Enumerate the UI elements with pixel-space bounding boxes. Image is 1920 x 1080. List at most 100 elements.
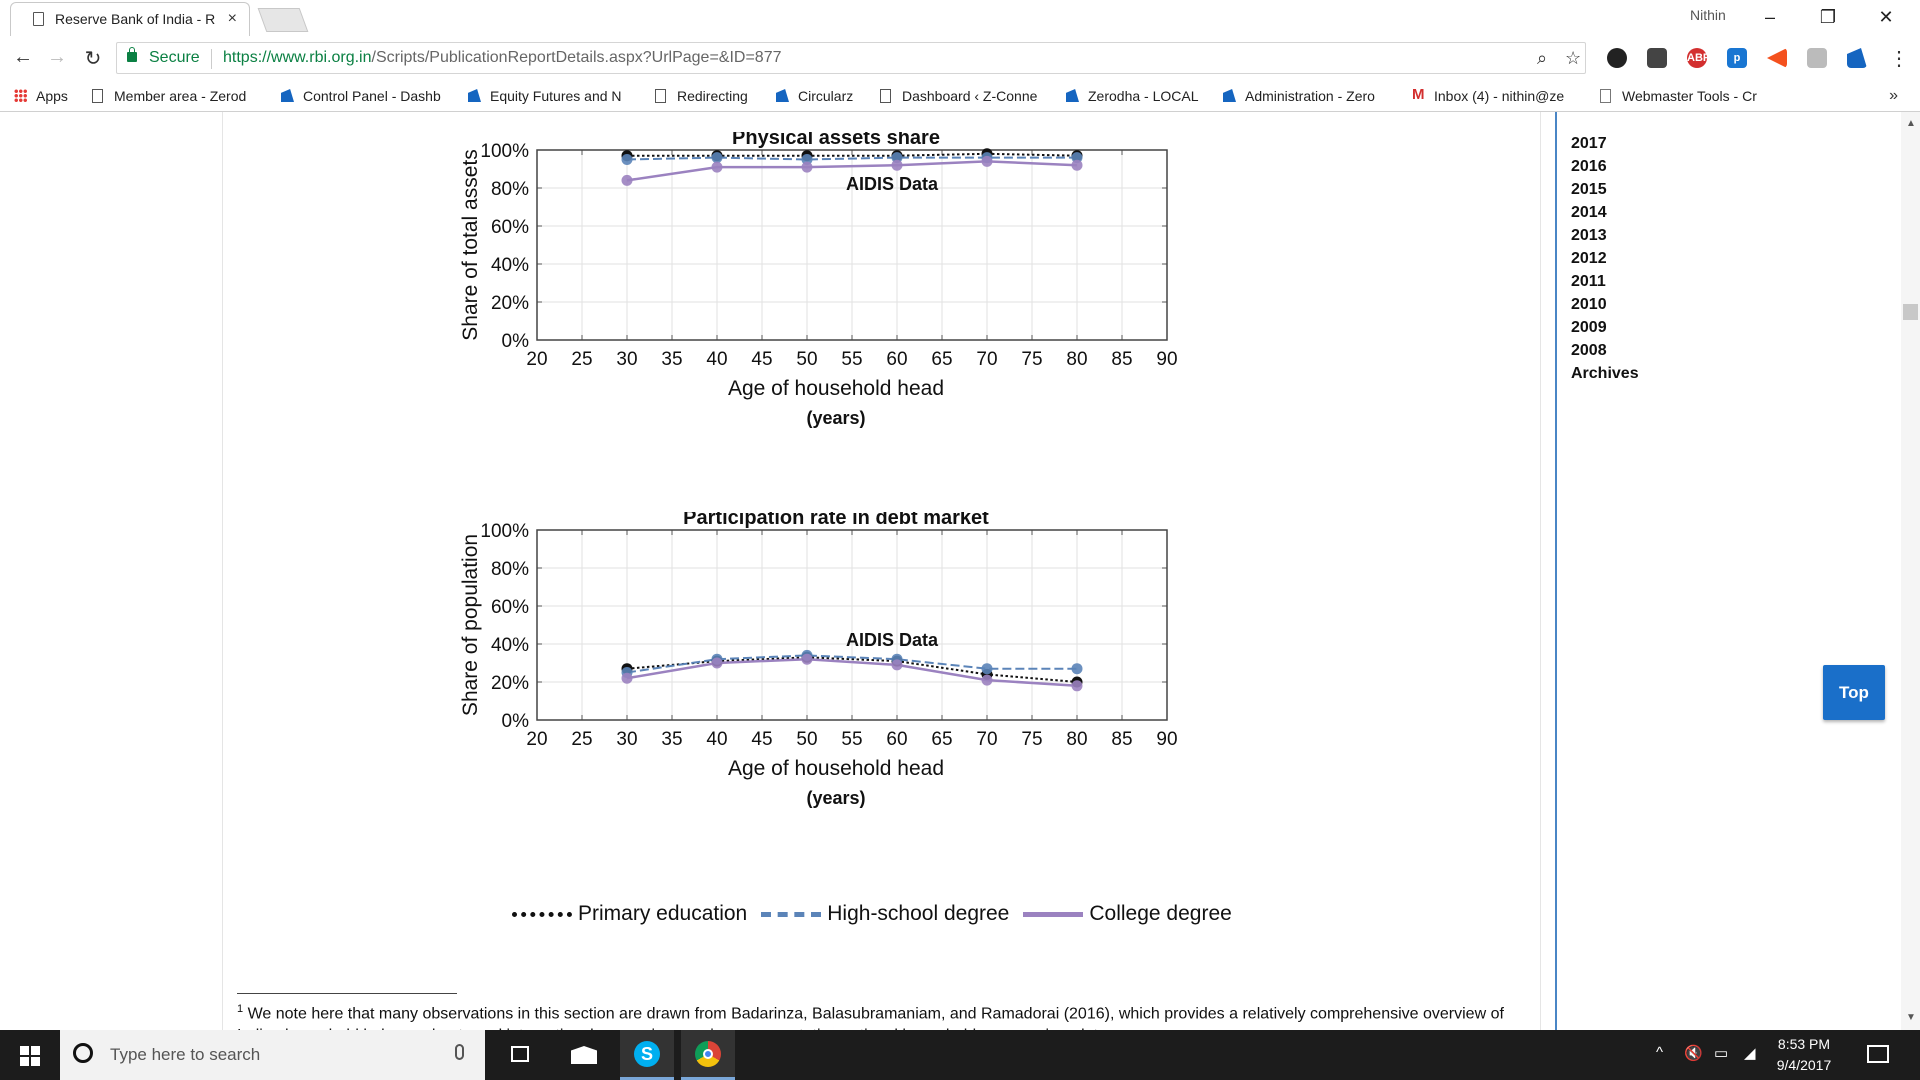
year-link[interactable]: 2014 — [1571, 204, 1607, 221]
battery-icon[interactable]: ▭ — [1714, 1045, 1729, 1062]
profile-name[interactable]: Nithin — [1690, 7, 1726, 23]
footnote: 1 We note here that many observations in… — [237, 1003, 1504, 1030]
x-tick-label: 30 — [616, 349, 637, 370]
windows-start-icon[interactable] — [20, 1046, 40, 1066]
x-axis-unit: (years) — [806, 788, 865, 808]
extension-arrow-icon[interactable] — [1767, 48, 1787, 68]
microphone-icon[interactable] — [455, 1044, 464, 1060]
bookmark-item[interactable]: Member area - Zerod — [114, 88, 247, 104]
restore-button[interactable]: ❐ — [1819, 7, 1837, 27]
x-tick-label: 80 — [1066, 349, 1087, 370]
browser-toolbar: ← → ↻ Secure https://www.rbi.org.in/Scri… — [0, 36, 1920, 80]
x-tick-label: 60 — [886, 349, 907, 370]
year-link[interactable]: 2009 — [1571, 319, 1607, 336]
series-line — [626, 656, 1078, 683]
top-button[interactable]: Top — [1823, 665, 1885, 720]
taskbar-clock[interactable]: 8:53 PM 9/4/2017 — [1776, 1036, 1832, 1073]
bookmark-item[interactable]: Zerodha - LOCAL — [1088, 88, 1199, 104]
scrollbar-thumb[interactable] — [1903, 304, 1918, 320]
x-tick-label: 30 — [616, 729, 637, 750]
legend-label: Primary education — [578, 902, 748, 925]
bookmark-item[interactable]: Redirecting — [677, 88, 748, 104]
taskbar-search-box[interactable]: Type here to search — [60, 1030, 485, 1080]
chrome-icon[interactable] — [681, 1030, 735, 1080]
action-center-icon[interactable] — [1867, 1045, 1889, 1063]
year-link[interactable]: 2011 — [1571, 273, 1606, 290]
data-point — [621, 672, 633, 684]
data-point — [1071, 663, 1083, 675]
star-icon[interactable]: ☆ — [1565, 48, 1582, 68]
extension-lightbulb-icon[interactable] — [1647, 48, 1667, 68]
extension-circle-icon[interactable] — [1607, 48, 1627, 68]
webmaster-icon — [1600, 89, 1611, 103]
bookmark-item[interactable]: Control Panel - Dashb — [303, 88, 441, 104]
show-hidden-icons-icon[interactable]: ^ — [1656, 1044, 1664, 1061]
tab-close-button[interactable]: × — [227, 10, 237, 27]
x-tick-label: 55 — [841, 349, 862, 370]
zerodha-extension-icon[interactable] — [1847, 48, 1867, 68]
bookmark-item[interactable]: Inbox (4) - nithin@ze — [1434, 88, 1565, 104]
scroll-up-icon[interactable]: ▲ — [1906, 118, 1916, 129]
scroll-down-icon[interactable]: ▼ — [1906, 1012, 1916, 1023]
data-point — [801, 161, 813, 173]
legend-label: High-school degree — [827, 902, 1010, 925]
secure-label: Secure — [149, 49, 200, 66]
x-tick-label: 85 — [1111, 729, 1132, 750]
legend-label: College degree — [1089, 902, 1232, 925]
pocket-icon[interactable]: p — [1727, 48, 1747, 68]
wifi-icon[interactable]: ◢ — [1744, 1045, 1756, 1062]
task-view-icon[interactable] — [493, 1030, 547, 1080]
menu-kebab-icon[interactable]: ⋮ — [1889, 48, 1909, 70]
year-link[interactable]: Archives — [1571, 365, 1639, 382]
bookmark-item[interactable]: Circularz — [798, 88, 854, 104]
address-bar[interactable]: Secure https://www.rbi.org.in/Scripts/Pu… — [116, 42, 1586, 74]
y-tick-label: 0% — [502, 331, 530, 352]
adblock-icon[interactable]: ABP — [1687, 48, 1710, 68]
bookmarks-overflow-button[interactable]: » — [1889, 87, 1898, 104]
data-point — [891, 659, 903, 671]
data-point — [981, 674, 993, 686]
y-tick-label: 40% — [491, 635, 529, 656]
y-tick-label: 40% — [491, 255, 529, 276]
y-tick-label: 0% — [502, 711, 530, 732]
bookmark-item[interactable]: Dashboard ‹ Z-Conne — [902, 88, 1038, 104]
sidebar-border — [1555, 112, 1557, 1030]
minimize-button[interactable]: – — [1764, 7, 1775, 27]
close-window-button[interactable]: ✕ — [1878, 7, 1894, 27]
x-tick-label: 20 — [526, 729, 547, 750]
volume-muted-icon[interactable]: 🔇 — [1684, 1045, 1703, 1062]
forward-arrow-icon[interactable]: → — [47, 46, 67, 68]
physical-assets-chart: 20 25 30 35 40 45 50 55 60 65 70 75 80 85 90 0% 20% 40% 60… — [430, 127, 1330, 512]
data-point — [711, 161, 723, 173]
browser-tab[interactable]: Reserve Bank of India - R × — [10, 2, 250, 36]
x-tick-label: 40 — [706, 349, 727, 370]
reload-icon[interactable]: ↻ — [84, 48, 102, 70]
url-text[interactable]: https://www.rbi.org.in/Scripts/Publicati… — [223, 49, 782, 66]
year-link[interactable]: 2016 — [1571, 158, 1607, 175]
year-link[interactable]: 2008 — [1571, 342, 1607, 359]
year-link[interactable]: 2010 — [1571, 296, 1607, 313]
bookmark-item[interactable]: Equity Futures and N — [490, 88, 622, 104]
zoom-icon[interactable]: ⌕ — [1537, 48, 1548, 68]
skype-icon[interactable]: S — [620, 1030, 674, 1080]
bookmark-item[interactable]: Apps — [36, 88, 68, 104]
extension-grid-icon[interactable] — [1807, 48, 1827, 68]
bookmark-item[interactable]: Webmaster Tools - Cr — [1622, 88, 1757, 104]
back-arrow-icon[interactable]: ← — [13, 46, 33, 68]
mail-icon[interactable] — [557, 1030, 611, 1080]
y-tick-label: 100% — [480, 141, 529, 162]
scrollbar[interactable] — [1901, 112, 1920, 1030]
year-link[interactable]: 2017 — [1571, 135, 1607, 152]
year-link[interactable]: 2012 — [1571, 250, 1607, 267]
chart-svg: 20 25 30 35 40 45 50 55 60 65 70 75 80 85 90 0% 20% 40% 60… — [459, 507, 1178, 808]
year-link[interactable]: 2013 — [1571, 227, 1607, 244]
x-tick-label: 85 — [1111, 349, 1132, 370]
x-axis-label: Age of household head — [728, 377, 944, 400]
year-link[interactable]: 2015 — [1571, 181, 1607, 198]
content-border — [1540, 112, 1541, 1030]
new-tab-button[interactable] — [257, 8, 309, 32]
page-icon — [880, 89, 891, 103]
data-point — [801, 154, 813, 165]
x-tick-label: 90 — [1156, 729, 1177, 750]
bookmark-item[interactable]: Administration - Zero — [1245, 88, 1375, 104]
